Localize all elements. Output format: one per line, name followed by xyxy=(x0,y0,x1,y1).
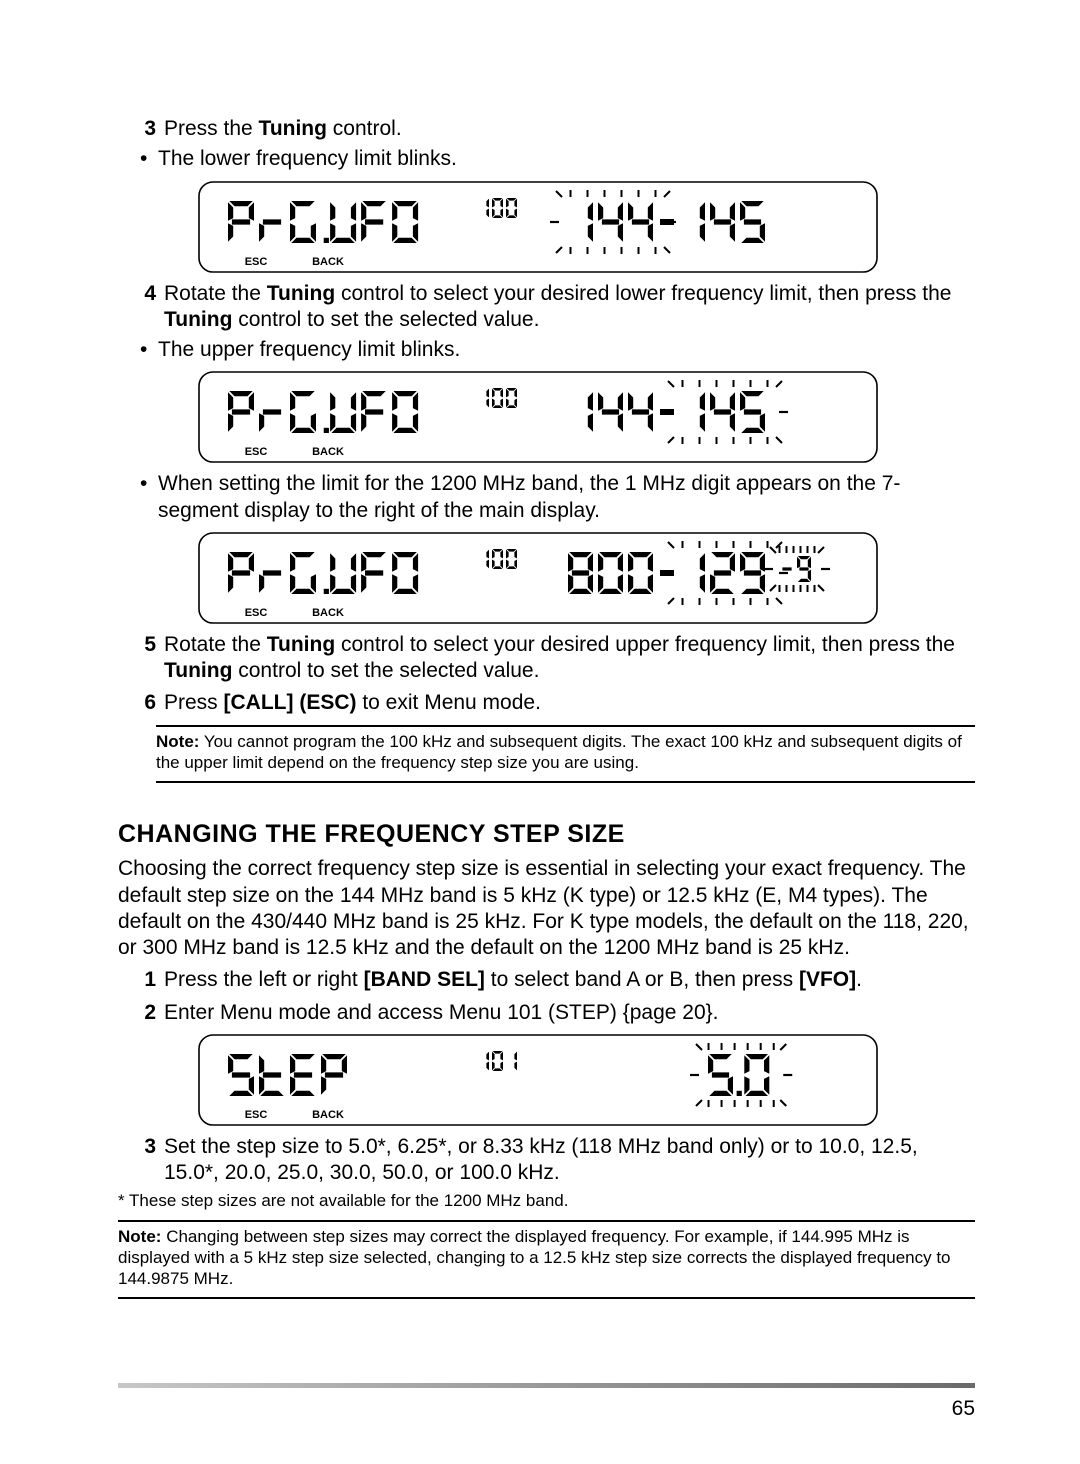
bullet-text: When setting the limit for the 1200 MHz … xyxy=(158,471,975,524)
step-number: 6 xyxy=(118,690,164,716)
note-1: Note: You cannot program the 100 kHz and… xyxy=(156,731,975,774)
step-number: 3 xyxy=(118,1134,164,1187)
step-s2: 2 Enter Menu mode and access Menu 101 (S… xyxy=(118,1000,975,1026)
step-number: 2 xyxy=(118,1000,164,1026)
page-footer-divider xyxy=(118,1383,975,1388)
svg-text:ESC: ESC xyxy=(245,1109,268,1121)
step-text: Press the left or right [BAND SEL] to se… xyxy=(164,967,975,993)
lcd-panel-3: ESC BACK xyxy=(198,532,975,624)
svg-text:BACK: BACK xyxy=(312,256,344,268)
step-text: Enter Menu mode and access Menu 101 (STE… xyxy=(164,1000,975,1026)
note-divider xyxy=(156,725,975,727)
lcd-panel-4: ESC BACK xyxy=(198,1034,975,1126)
step-4: 4 Rotate the Tuning control to select yo… xyxy=(118,281,975,334)
section-paragraph: Choosing the correct frequency step size… xyxy=(118,856,975,961)
footnote: * These step sizes are not available for… xyxy=(118,1190,975,1211)
bullet-text: The upper frequency limit blinks. xyxy=(158,337,975,363)
step-text: Press [CALL] (ESC) to exit Menu mode. xyxy=(164,690,975,716)
note-divider xyxy=(156,781,975,783)
note-divider xyxy=(118,1297,975,1299)
step-number: 4 xyxy=(118,281,164,334)
step-text: Press the Tuning control. xyxy=(164,116,975,142)
lcd-panel-1: ESC BACK xyxy=(198,181,975,273)
step-3-bullet: The lower frequency limit blinks. xyxy=(140,146,975,172)
lcd-panel-2: ESC BACK xyxy=(198,371,975,463)
step-4-bullet-2: When setting the limit for the 1200 MHz … xyxy=(140,471,975,524)
svg-text:ESC: ESC xyxy=(245,256,268,268)
note-2: Note: Changing between step sizes may co… xyxy=(118,1226,975,1290)
step-text: Set the step size to 5.0*, 6.25*, or 8.3… xyxy=(164,1134,975,1187)
step-number: 1 xyxy=(118,967,164,993)
svg-text:BACK: BACK xyxy=(312,446,344,458)
svg-text:ESC: ESC xyxy=(245,446,268,458)
note-divider xyxy=(118,1220,975,1222)
step-5: 5 Rotate the Tuning control to select yo… xyxy=(118,632,975,685)
note-text-body: You cannot program the 100 kHz and subse… xyxy=(156,732,962,772)
section-heading: CHANGING THE FREQUENCY STEP SIZE xyxy=(118,819,975,850)
page-number: 65 xyxy=(952,1396,975,1422)
step-3: 3 Press the Tuning control. xyxy=(118,116,975,142)
step-number: 5 xyxy=(118,632,164,685)
svg-text:BACK: BACK xyxy=(312,607,344,619)
note-text-body-2: Changing between step sizes may correct … xyxy=(118,1227,951,1289)
step-s3: 3 Set the step size to 5.0*, 6.25*, or 8… xyxy=(118,1134,975,1187)
svg-text:BACK: BACK xyxy=(312,1109,344,1121)
page: 3 Press the Tuning control. The lower fr… xyxy=(0,0,1080,1464)
step-4-bullet: The upper frequency limit blinks. xyxy=(140,337,975,363)
step-s1: 1 Press the left or right [BAND SEL] to … xyxy=(118,967,975,993)
svg-text:ESC: ESC xyxy=(245,607,268,619)
step-6: 6 Press [CALL] (ESC) to exit Menu mode. xyxy=(118,690,975,716)
step-number: 3 xyxy=(118,116,164,142)
bullet-text: The lower frequency limit blinks. xyxy=(158,146,975,172)
step-text: Rotate the Tuning control to select your… xyxy=(164,632,975,685)
step-text: Rotate the Tuning control to select your… xyxy=(164,281,975,334)
